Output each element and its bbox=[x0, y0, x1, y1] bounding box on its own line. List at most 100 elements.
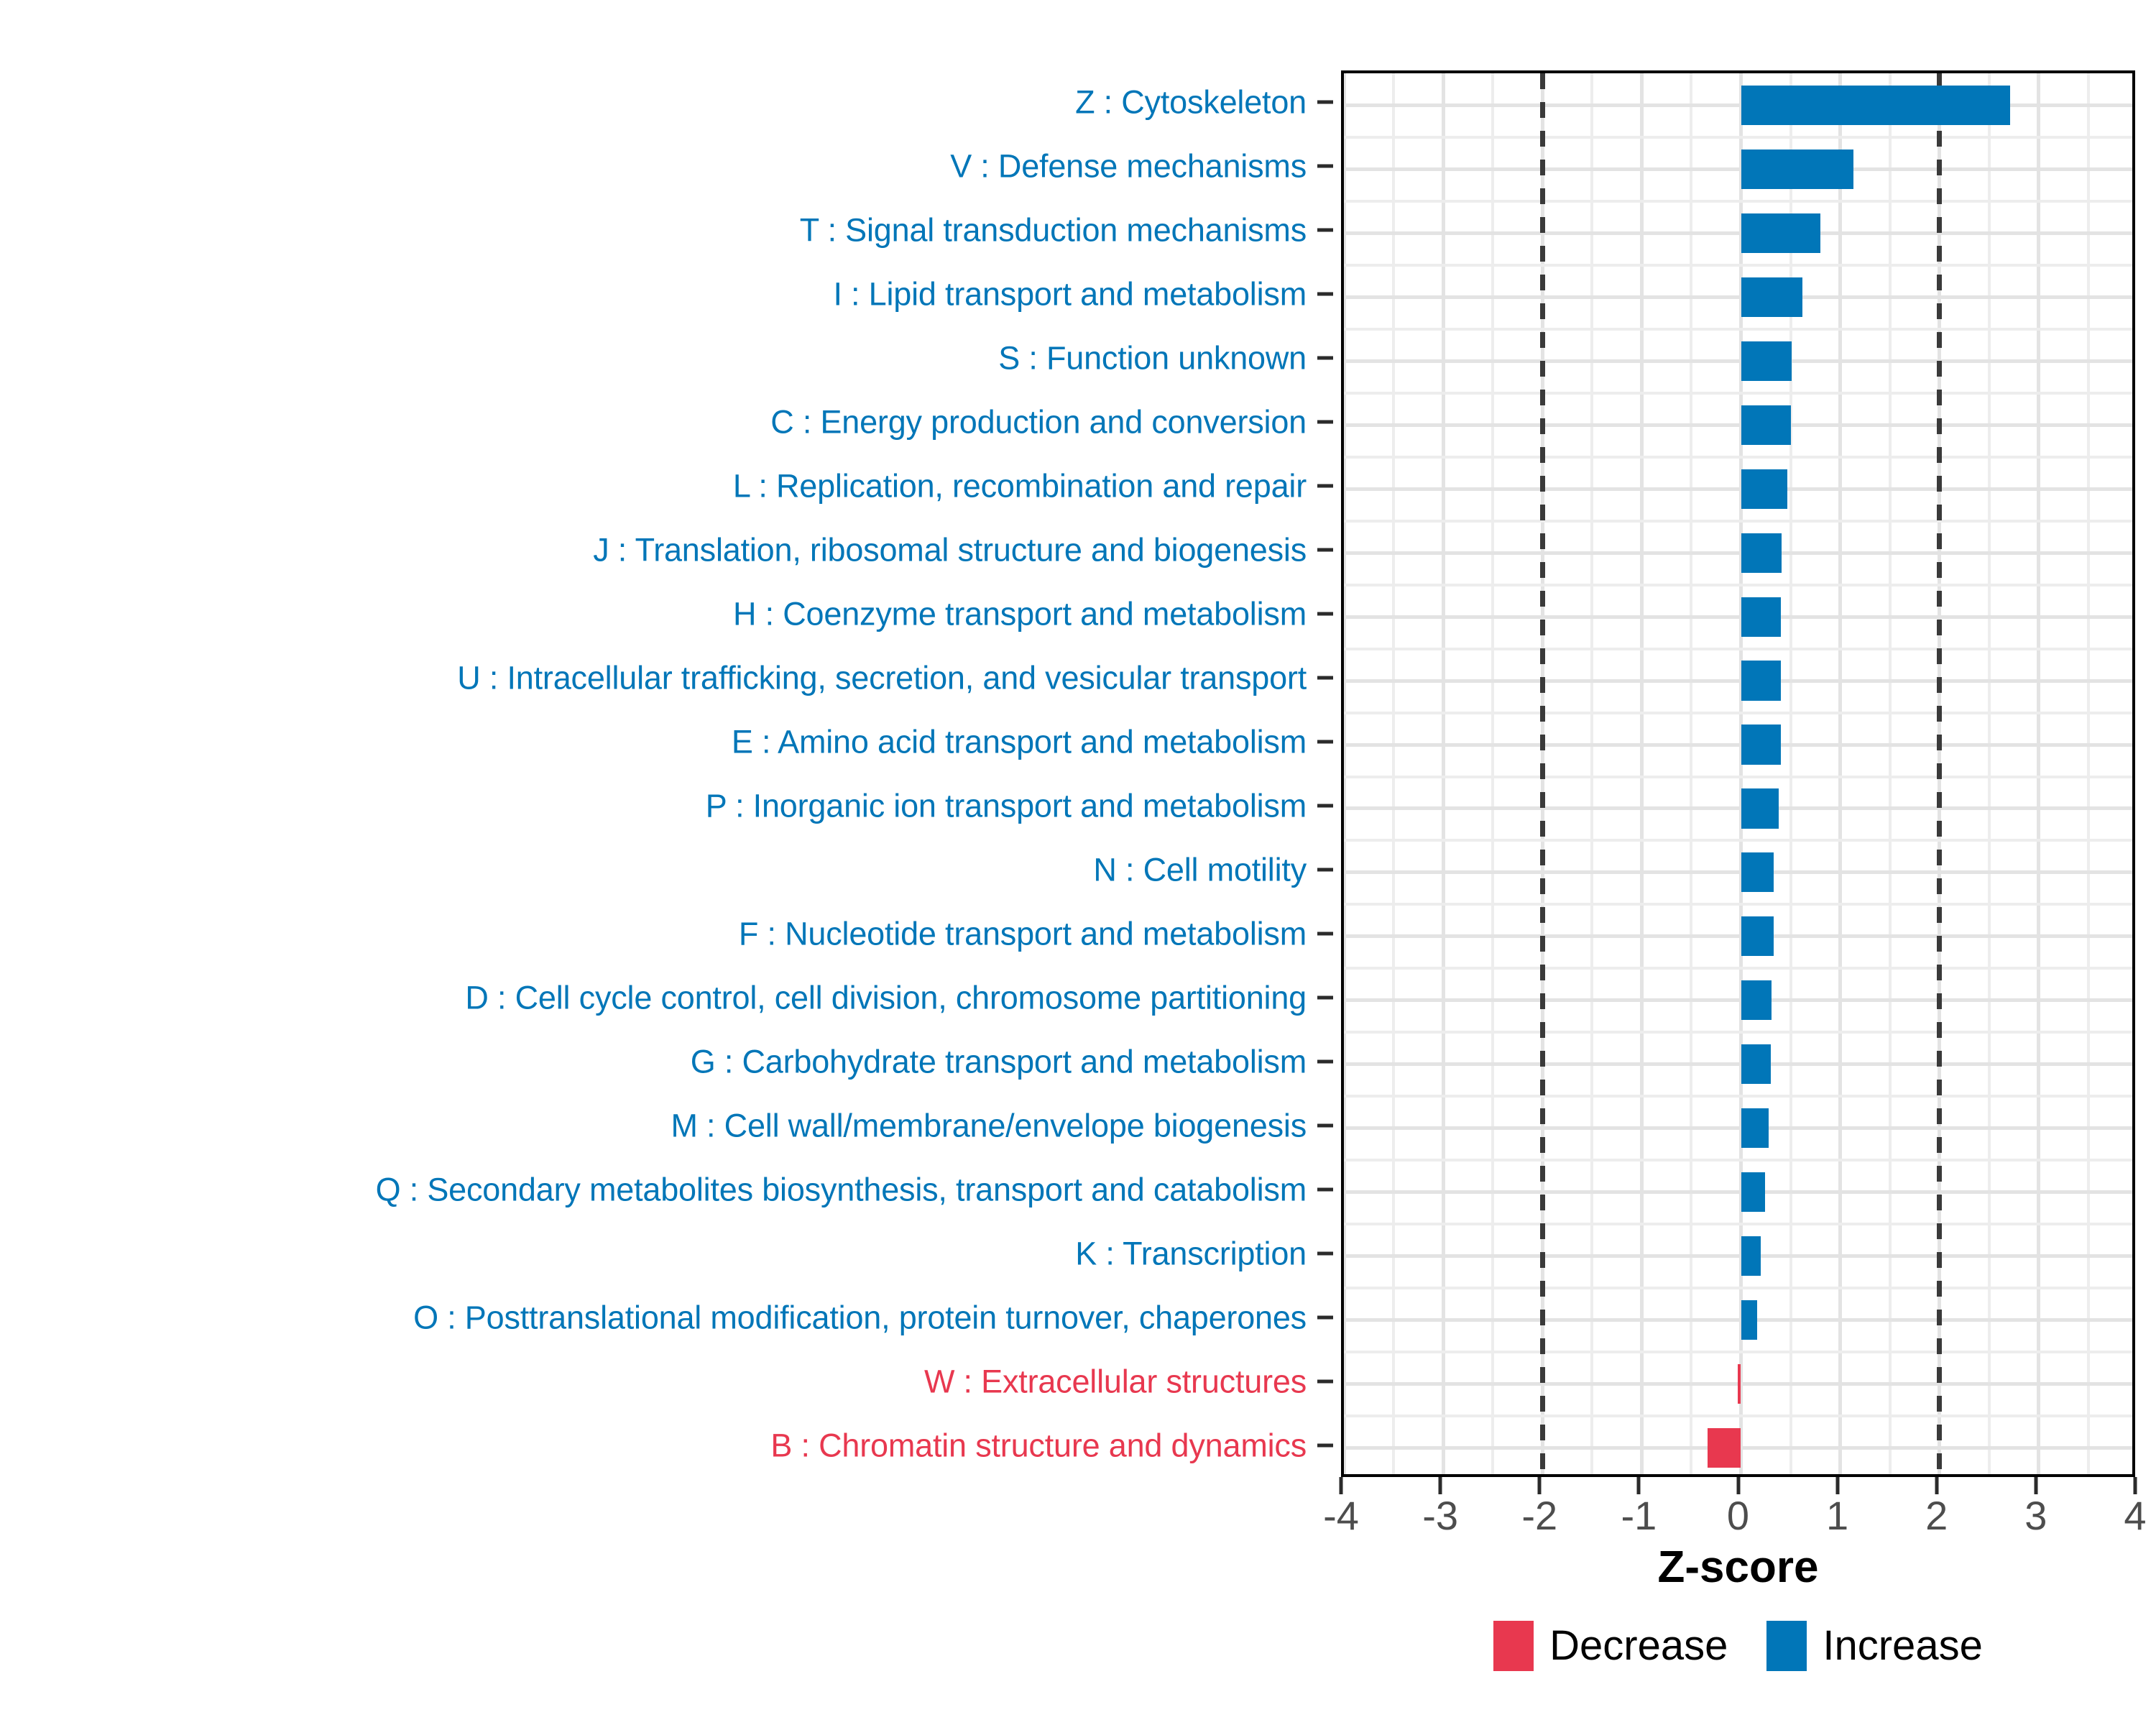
bar[interactable] bbox=[1741, 85, 2010, 126]
horizontal-gridline-minor bbox=[1344, 647, 2132, 650]
legend-item-decrease[interactable]: Decrease bbox=[1493, 1621, 1728, 1671]
x-axis-tick-label: -1 bbox=[1621, 1493, 1657, 1538]
y-axis-tick bbox=[1317, 292, 1333, 296]
legend-item-increase[interactable]: Increase bbox=[1766, 1621, 1983, 1671]
y-axis-tick bbox=[1317, 1251, 1333, 1256]
horizontal-gridline-minor bbox=[1344, 519, 2132, 523]
y-axis-tick bbox=[1317, 868, 1333, 872]
y-axis-tick bbox=[1317, 740, 1333, 744]
y-axis-label: T : Signal transduction mechanisms bbox=[799, 211, 1307, 249]
horizontal-gridline-minor bbox=[1344, 1351, 2132, 1354]
horizontal-gridline bbox=[1344, 551, 2132, 555]
x-axis-tick bbox=[1537, 1477, 1542, 1494]
bar[interactable] bbox=[1741, 1236, 1761, 1276]
reference-line-dashed bbox=[1539, 73, 1545, 1474]
y-axis-label: M : Cell wall/membrane/envelope biogenes… bbox=[671, 1107, 1307, 1144]
x-axis: -4 -3 -2 -1 0 1 2 3 4 bbox=[1323, 1477, 2147, 1563]
bar[interactable] bbox=[1741, 1300, 1757, 1340]
x-axis-tick-label: 4 bbox=[2124, 1493, 2147, 1538]
bar[interactable] bbox=[1738, 1363, 1741, 1404]
horizontal-gridline-minor bbox=[1344, 583, 2132, 586]
bar[interactable] bbox=[1741, 916, 1774, 957]
y-axis-tick bbox=[1317, 420, 1333, 424]
y-axis-tick bbox=[1317, 932, 1333, 936]
bar[interactable] bbox=[1741, 597, 1781, 637]
y-axis-label: V : Defense mechanisms bbox=[950, 147, 1307, 185]
vertical-gridline-minor bbox=[1789, 73, 1792, 1474]
y-axis-tick bbox=[1317, 995, 1333, 1000]
vertical-gridline-minor bbox=[1392, 73, 1396, 1474]
vertical-gridline-minor bbox=[1491, 73, 1495, 1474]
horizontal-gridline-minor bbox=[1344, 903, 2132, 906]
horizontal-gridline bbox=[1344, 678, 2132, 683]
y-axis-label: L : Replication, recombination and repai… bbox=[732, 467, 1307, 505]
horizontal-gridline bbox=[1344, 423, 2132, 427]
horizontal-gridline-minor bbox=[1344, 1223, 2132, 1226]
bar[interactable] bbox=[1741, 980, 1772, 1021]
x-axis-tick-label: 2 bbox=[1925, 1493, 1948, 1538]
legend-label-decrease: Decrease bbox=[1549, 1622, 1728, 1669]
vertical-gridline-minor bbox=[1690, 73, 1693, 1474]
y-axis-tick bbox=[1317, 804, 1333, 808]
bar[interactable] bbox=[1741, 533, 1782, 573]
horizontal-gridline-minor bbox=[1344, 1095, 2132, 1098]
reference-line-dashed bbox=[1937, 73, 1943, 1474]
bar[interactable] bbox=[1741, 852, 1774, 893]
plot-panel bbox=[1341, 70, 2135, 1477]
horizontal-gridline-minor bbox=[1344, 391, 2132, 395]
y-axis-label: B : Chromatin structure and dynamics bbox=[770, 1427, 1307, 1464]
horizontal-gridline bbox=[1344, 1190, 2132, 1195]
vertical-gridline bbox=[1639, 73, 1644, 1474]
horizontal-gridline bbox=[1344, 295, 2132, 299]
bar[interactable] bbox=[1741, 149, 1853, 189]
x-axis-tick bbox=[1835, 1477, 1840, 1494]
bar[interactable] bbox=[1741, 1044, 1771, 1085]
y-axis-tick bbox=[1317, 100, 1333, 104]
y-axis-tick bbox=[1317, 356, 1333, 360]
bar[interactable] bbox=[1741, 788, 1779, 829]
y-axis-tick bbox=[1317, 676, 1333, 680]
y-axis-label: H : Coenzyme transport and metabolism bbox=[733, 595, 1307, 632]
legend-label-increase: Increase bbox=[1823, 1622, 1983, 1669]
bar[interactable] bbox=[1741, 213, 1820, 253]
y-axis-label: Q : Secondary metabolites biosynthesis, … bbox=[375, 1171, 1307, 1208]
horizontal-gridline bbox=[1344, 870, 2132, 875]
y-axis-tick bbox=[1317, 228, 1333, 232]
x-axis-tick bbox=[1339, 1477, 1343, 1494]
y-axis-label: P : Inorganic ion transport and metaboli… bbox=[705, 787, 1307, 824]
horizontal-gridline-minor bbox=[1344, 1159, 2132, 1162]
y-axis-tick bbox=[1317, 612, 1333, 616]
y-axis-tick bbox=[1317, 1123, 1333, 1128]
bar[interactable] bbox=[1707, 1427, 1741, 1468]
y-axis-label: I : Lipid transport and metabolism bbox=[833, 275, 1307, 313]
y-axis-tick bbox=[1317, 1315, 1333, 1320]
bar[interactable] bbox=[1741, 405, 1791, 445]
bar[interactable] bbox=[1741, 277, 1803, 317]
y-axis-label: C : Energy production and conversion bbox=[770, 403, 1307, 441]
horizontal-gridline-minor bbox=[1344, 455, 2132, 459]
bar[interactable] bbox=[1741, 341, 1792, 381]
y-axis-tick bbox=[1317, 484, 1333, 488]
y-axis-label: S : Function unknown bbox=[998, 339, 1307, 377]
vertical-gridline bbox=[1441, 73, 1445, 1474]
bar[interactable] bbox=[1741, 1108, 1769, 1149]
x-axis-tick-label: 0 bbox=[1726, 1493, 1750, 1538]
horizontal-gridline-minor bbox=[1344, 1414, 2132, 1418]
horizontal-gridline-minor bbox=[1344, 711, 2132, 714]
horizontal-gridline bbox=[1344, 806, 2132, 811]
y-axis-category-labels: Z : Cytoskeleton V : Defense mechanisms T … bbox=[0, 70, 1341, 1477]
bar[interactable] bbox=[1741, 661, 1781, 701]
bar[interactable] bbox=[1741, 724, 1781, 765]
bar[interactable] bbox=[1741, 469, 1788, 509]
horizontal-gridline-minor bbox=[1344, 1287, 2132, 1290]
bar[interactable] bbox=[1741, 1172, 1765, 1213]
horizontal-gridline bbox=[1344, 359, 2132, 363]
y-axis-tick bbox=[1317, 1059, 1333, 1064]
y-axis-label: Z : Cytoskeleton bbox=[1075, 83, 1307, 121]
y-axis-label: E : Amino acid transport and metabolism bbox=[731, 723, 1307, 760]
horizontal-gridline bbox=[1344, 615, 2132, 619]
x-axis-tick bbox=[1438, 1477, 1442, 1494]
x-axis-tick bbox=[2034, 1477, 2038, 1494]
horizontal-gridline bbox=[1344, 1126, 2132, 1131]
